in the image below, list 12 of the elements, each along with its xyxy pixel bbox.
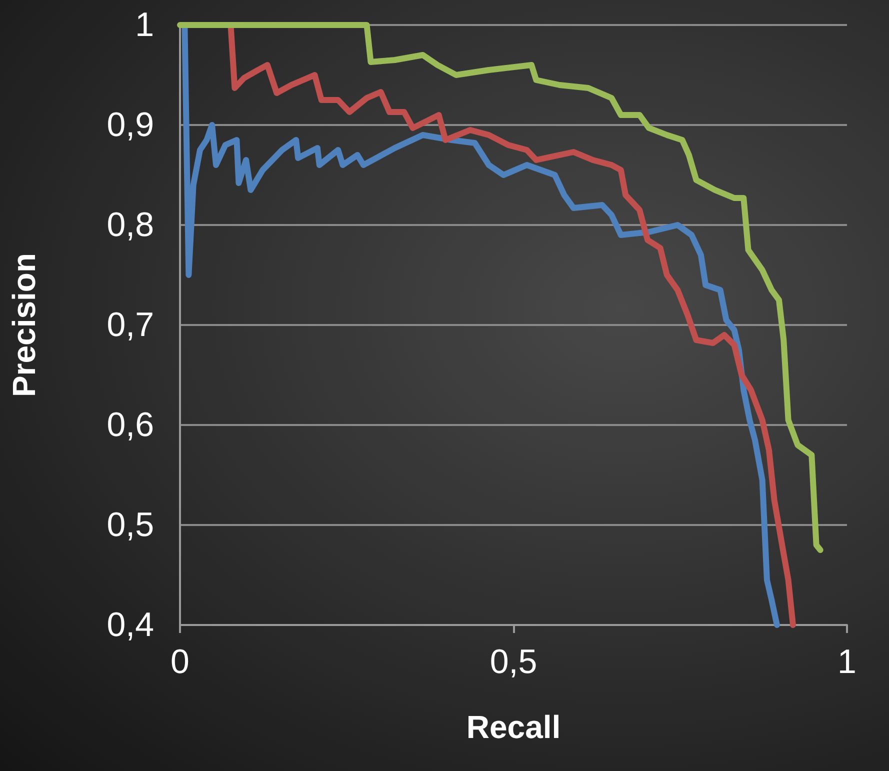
y-tick-label: 0,4 bbox=[106, 606, 154, 644]
y-tick-label: 0,6 bbox=[106, 406, 154, 444]
y-tick-label: 0,8 bbox=[106, 206, 154, 244]
y-tick-label: 1 bbox=[135, 6, 154, 44]
y-axis-title: Precision bbox=[6, 252, 42, 398]
x-tick-label: 1 bbox=[838, 643, 856, 681]
y-tick-label: 0,7 bbox=[106, 306, 154, 344]
y-tick-label: 0,9 bbox=[106, 106, 154, 144]
x-tick-label: 0,5 bbox=[490, 643, 538, 681]
x-axis-title: Recall bbox=[466, 709, 561, 745]
x-tick-label: 0 bbox=[170, 643, 190, 681]
y-tick-label: 0,5 bbox=[106, 506, 154, 544]
